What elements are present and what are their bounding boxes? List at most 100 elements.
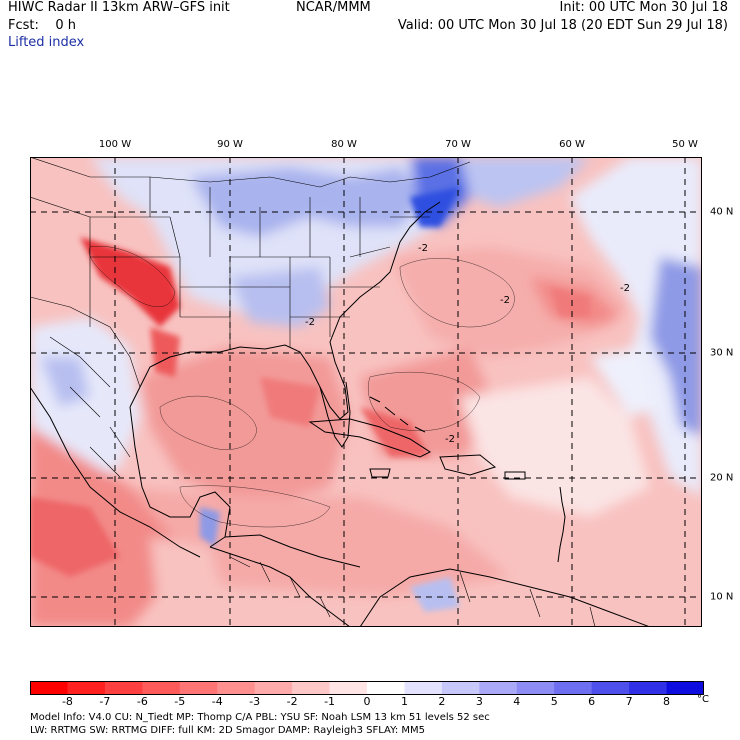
unstable-region-atlantic bbox=[390, 247, 630, 357]
south-america-borders bbox=[459, 571, 596, 627]
lat-label-30n: 30 N bbox=[710, 347, 734, 359]
stable-region-great-lakes bbox=[190, 167, 425, 237]
colorbar-swatch bbox=[666, 681, 704, 695]
mexico-us-border bbox=[30, 296, 141, 388]
us-state-borders bbox=[30, 177, 430, 347]
colorbar-tick-label: -2 bbox=[286, 695, 298, 708]
colorbar-tick-label: 0 bbox=[363, 695, 371, 708]
lesser-antilles bbox=[557, 486, 566, 563]
neutral-zone-south-atlantic bbox=[460, 377, 650, 517]
footer-model-info-line1: Model Info: V4.0 CU: N_Tiedt MP: Thomp C… bbox=[30, 712, 490, 723]
stable-band-northeast bbox=[460, 157, 590, 207]
stable-core-atlantic bbox=[650, 257, 702, 437]
colorbar-swatch bbox=[479, 681, 518, 695]
forecast-hour: Fcst: 0 h bbox=[8, 18, 77, 33]
lon-label-70w: 70 W bbox=[445, 139, 471, 150]
footer-model-info-line2: LW: RRTMG SW: RRTMG DIFF: full KM: 2D Sm… bbox=[30, 725, 426, 736]
unstable-region-central-america bbox=[130, 487, 510, 597]
jamaica-island bbox=[369, 468, 391, 478]
colorbar-swatch bbox=[591, 681, 630, 695]
colorbar-swatch bbox=[441, 681, 480, 695]
colorbar-swatch bbox=[179, 681, 218, 695]
colorbar-swatch bbox=[217, 681, 256, 695]
colorbar-tick-label: -6 bbox=[136, 695, 148, 708]
florida-peninsula bbox=[319, 381, 351, 448]
lon-label-80w: 80 W bbox=[331, 139, 357, 150]
colorbar-swatch bbox=[404, 681, 443, 695]
neutral-zone-north-atlantic bbox=[590, 347, 660, 417]
colorbar-swatch bbox=[67, 681, 106, 695]
colorbar-swatch bbox=[292, 681, 331, 695]
strong-unstable-gulf-east bbox=[260, 377, 320, 427]
contour-line-gulf bbox=[159, 395, 257, 450]
lat-label-40n: 40 N bbox=[710, 206, 734, 218]
contour-label-4: -2 bbox=[445, 434, 455, 445]
valid-time: Valid: 00 UTC Mon 30 Jul 18 (20 EDT Sun … bbox=[397, 18, 728, 33]
colorbar-swatch bbox=[629, 681, 668, 695]
colorbar-tick-label: 7 bbox=[625, 695, 633, 708]
neutral-zone-pacific-coast bbox=[150, 537, 230, 627]
contour-label-5: -2 bbox=[305, 317, 315, 328]
stable-region-midsouth bbox=[230, 267, 330, 327]
strong-unstable-cuba bbox=[360, 407, 430, 457]
lat-label-20n: 20 N bbox=[710, 472, 734, 484]
central-america-coastline-north bbox=[224, 534, 361, 568]
bahamas-islands bbox=[369, 396, 426, 433]
lifted-index-map: -2 -2 -2 -2 -2 bbox=[30, 157, 702, 627]
lat-label-10n: 10 N bbox=[710, 591, 734, 603]
us-gulf-coastline bbox=[129, 201, 441, 420]
colorbar-swatch bbox=[30, 681, 68, 695]
colorbar-tick-label: -3 bbox=[249, 695, 261, 708]
strong-unstable-pacific bbox=[30, 497, 120, 577]
colorbar-swatch bbox=[142, 681, 181, 695]
lon-label-100w: 100 W bbox=[98, 139, 132, 150]
south-america-coastline bbox=[359, 568, 651, 627]
colorbar-unit: °C bbox=[697, 694, 709, 705]
lon-label-60w: 60 W bbox=[559, 139, 585, 150]
cuba-island bbox=[308, 418, 432, 458]
strong-unstable-plains bbox=[80, 237, 180, 327]
colorbar-tick-label: -7 bbox=[99, 695, 111, 708]
colorbar-swatch bbox=[254, 681, 293, 695]
stable-spot-yucatan bbox=[200, 507, 220, 547]
colorbar-tick-label: 1 bbox=[400, 695, 408, 708]
colorbar-swatch bbox=[367, 681, 405, 695]
colorbar-tick-label: 3 bbox=[475, 695, 483, 708]
puerto-rico-island bbox=[504, 471, 526, 480]
colorbar-swatch bbox=[104, 681, 143, 695]
map-frame bbox=[30, 157, 702, 627]
colorbar-tick-label: 5 bbox=[550, 695, 558, 708]
colorbar-tick-label: 6 bbox=[588, 695, 596, 708]
colorbar-frame bbox=[30, 681, 704, 695]
colorbar-tick-label: 2 bbox=[438, 695, 446, 708]
contour-label-2: -2 bbox=[500, 295, 510, 306]
stable-spot-caribbean bbox=[410, 577, 460, 612]
contour-line-atlantic bbox=[399, 258, 515, 328]
stable-region-atlantic bbox=[570, 157, 702, 497]
colorbar-tick-label: -5 bbox=[174, 695, 186, 708]
colorbar bbox=[30, 681, 704, 695]
canada-us-border bbox=[30, 157, 471, 188]
colorbar-tick-label: 4 bbox=[513, 695, 521, 708]
colorbar-tick-label: -4 bbox=[211, 695, 223, 708]
model-title: HIWC Radar II 13km ARW–GFS init bbox=[8, 0, 230, 15]
lon-label-90w: 90 W bbox=[217, 139, 243, 150]
colorbar-tick-label: -1 bbox=[324, 695, 336, 708]
contour-label-1: -2 bbox=[418, 243, 428, 254]
hispaniola-island bbox=[439, 454, 497, 476]
strong-unstable-texas bbox=[150, 327, 180, 377]
colorbar-swatch bbox=[329, 681, 368, 695]
mexico-pacific-coastline bbox=[30, 386, 201, 558]
colorbar-swatch bbox=[554, 681, 593, 695]
organization-label: NCAR/MMM bbox=[296, 0, 371, 15]
lon-label-50w: 50 W bbox=[672, 139, 698, 150]
colorbar-tick-label: -8 bbox=[61, 695, 73, 708]
variable-name: Lifted index bbox=[8, 35, 85, 50]
central-america-borders bbox=[229, 556, 331, 618]
mexico-state-borders bbox=[49, 336, 131, 478]
colorbar-swatch bbox=[516, 681, 555, 695]
contour-label-3: -2 bbox=[620, 283, 630, 294]
colorbar-tick-label: 8 bbox=[663, 695, 671, 708]
init-time: Init: 00 UTC Mon 30 Jul 18 bbox=[559, 0, 728, 15]
strong-unstable-atlantic bbox=[550, 287, 590, 317]
